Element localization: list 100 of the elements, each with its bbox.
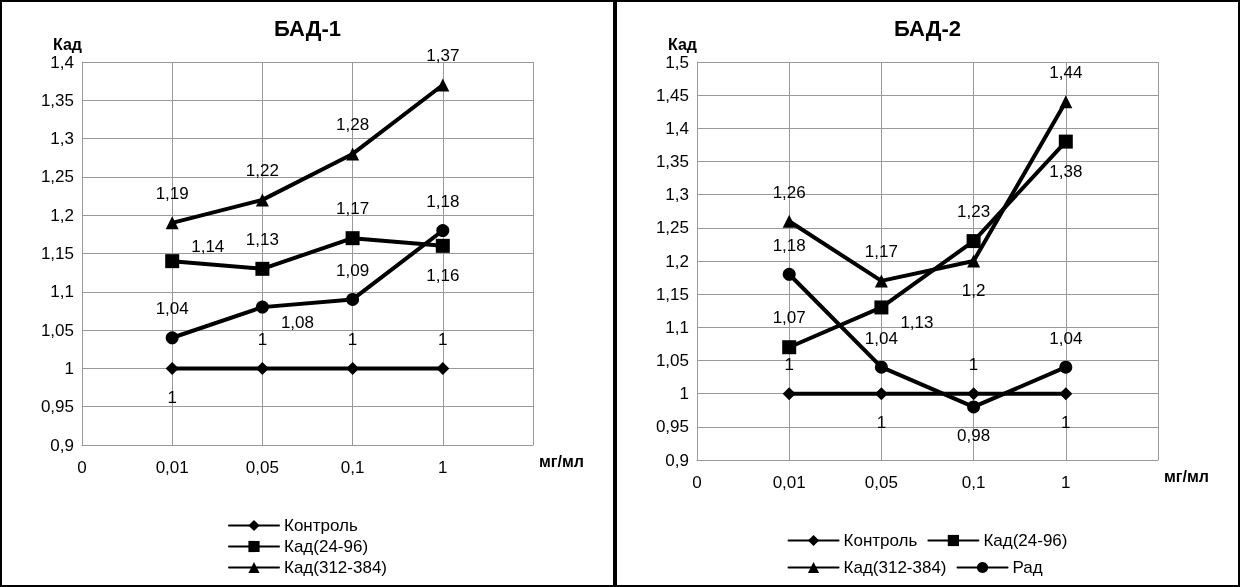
- y-tick-label: 1,3: [665, 185, 689, 205]
- chart-title: БАД-1: [274, 15, 341, 41]
- point: [967, 387, 981, 401]
- point: [782, 214, 796, 228]
- x-tick-label: 0,01: [772, 473, 806, 492]
- y-tick-label: 1,45: [655, 85, 689, 105]
- y-tick-label: 1,15: [40, 244, 74, 263]
- point: [346, 147, 360, 161]
- data-label: 1,38: [1049, 161, 1083, 181]
- x-tick-label: 0,05: [864, 473, 898, 492]
- x-tick-label: 0,1: [340, 458, 365, 477]
- point: [165, 361, 179, 375]
- point: [346, 361, 360, 375]
- point: [165, 331, 179, 345]
- data-label: 1,16: [426, 265, 460, 285]
- point: [346, 292, 360, 306]
- legend-label: Кад(312-384): [843, 558, 947, 577]
- data-label: 1,2: [961, 280, 986, 300]
- legend-label: Кад(312-384): [284, 558, 388, 577]
- x-tick-label: 0,05: [245, 458, 279, 477]
- data-label: 1,13: [900, 312, 934, 332]
- data-label: 1,13: [245, 229, 279, 249]
- y-tick-label: 1,4: [665, 118, 689, 138]
- point: [435, 238, 450, 253]
- y-tick-label: 1,5: [665, 52, 689, 72]
- data-label: 1,04: [155, 299, 189, 319]
- point: [255, 300, 269, 314]
- legend-label: Контроль: [843, 531, 918, 550]
- legend-label: Кад(24-96): [284, 537, 369, 556]
- point: [782, 340, 797, 355]
- point: [255, 193, 269, 207]
- legend-label: Рад: [1012, 558, 1043, 577]
- data-label: 1,17: [864, 242, 898, 262]
- y-tick-label: 1,15: [655, 284, 689, 304]
- point: [165, 216, 179, 230]
- point: [1058, 134, 1073, 149]
- data-label: 1,22: [245, 161, 279, 181]
- point: [345, 231, 360, 246]
- data-label: 1,44: [1049, 63, 1083, 83]
- data-label: 0,98: [957, 426, 991, 446]
- x-tick-label: 1: [438, 458, 448, 477]
- y-tick-label: 1,1: [665, 317, 689, 337]
- data-label: 1,37: [426, 46, 460, 66]
- point: [1059, 360, 1073, 374]
- y-axis-title: Кад: [667, 35, 697, 53]
- y-tick-label: 0,9: [50, 435, 74, 455]
- x-tick-label: 1: [1061, 473, 1071, 492]
- data-label: 1,18: [772, 235, 806, 255]
- point: [255, 261, 270, 276]
- data-label: 1: [257, 329, 268, 349]
- point: [874, 300, 889, 315]
- data-label: 1,14: [191, 236, 225, 256]
- data-label: 1,17: [336, 199, 370, 219]
- point: [436, 78, 450, 92]
- y-tick-label: 1,4: [50, 52, 74, 72]
- data-label: 1,26: [772, 182, 806, 202]
- y-axis-title: Кад: [52, 35, 82, 53]
- chart-title: БАД-2: [894, 15, 961, 41]
- y-tick-label: 1: [64, 358, 74, 378]
- data-label: 1: [968, 355, 979, 375]
- x-axis-title: мг/мл: [539, 452, 584, 470]
- data-label: 1: [167, 387, 177, 407]
- y-tick-label: 1,25: [40, 167, 74, 187]
- y-tick-label: 1,2: [665, 251, 689, 271]
- data-label: 1,28: [336, 115, 370, 135]
- point: [782, 267, 796, 281]
- point: [782, 387, 796, 401]
- point: [874, 387, 888, 401]
- point: [967, 254, 981, 268]
- y-tick-label: 1,05: [655, 351, 689, 370]
- y-tick-label: 1: [679, 384, 689, 404]
- legend-label: Кад(24-96): [983, 531, 1068, 550]
- point: [165, 254, 180, 269]
- data-label: 1,08: [280, 312, 314, 332]
- data-label: 1,04: [864, 328, 898, 348]
- y-tick-label: 1,35: [40, 90, 74, 110]
- y-tick-label: 1,2: [50, 205, 74, 225]
- point: [1059, 387, 1073, 401]
- data-label: 1,19: [155, 184, 189, 204]
- y-tick-label: 0,95: [655, 417, 689, 437]
- data-label: 1,07: [772, 308, 806, 328]
- x-axis-title: мг/мл: [1164, 467, 1209, 485]
- y-tick-label: 1,35: [655, 152, 689, 171]
- y-tick-label: 1,25: [655, 218, 689, 238]
- data-label: 1: [784, 355, 794, 375]
- data-label: 1,18: [426, 192, 460, 212]
- point: [255, 361, 269, 375]
- point: [1059, 95, 1073, 109]
- x-tick-label: 0: [692, 473, 702, 492]
- point: [874, 360, 888, 374]
- data-label: 1,09: [336, 260, 370, 280]
- x-tick-label: 0,1: [961, 473, 986, 492]
- y-tick-label: 1,05: [40, 320, 74, 340]
- legend-label: Контроль: [284, 516, 358, 535]
- data-label: 1: [347, 329, 358, 349]
- y-tick-label: 0,9: [665, 450, 689, 470]
- y-tick-label: 0,95: [40, 397, 74, 417]
- y-tick-label: 1,1: [50, 282, 74, 302]
- x-tick-label: 0: [77, 458, 87, 477]
- point: [967, 400, 981, 414]
